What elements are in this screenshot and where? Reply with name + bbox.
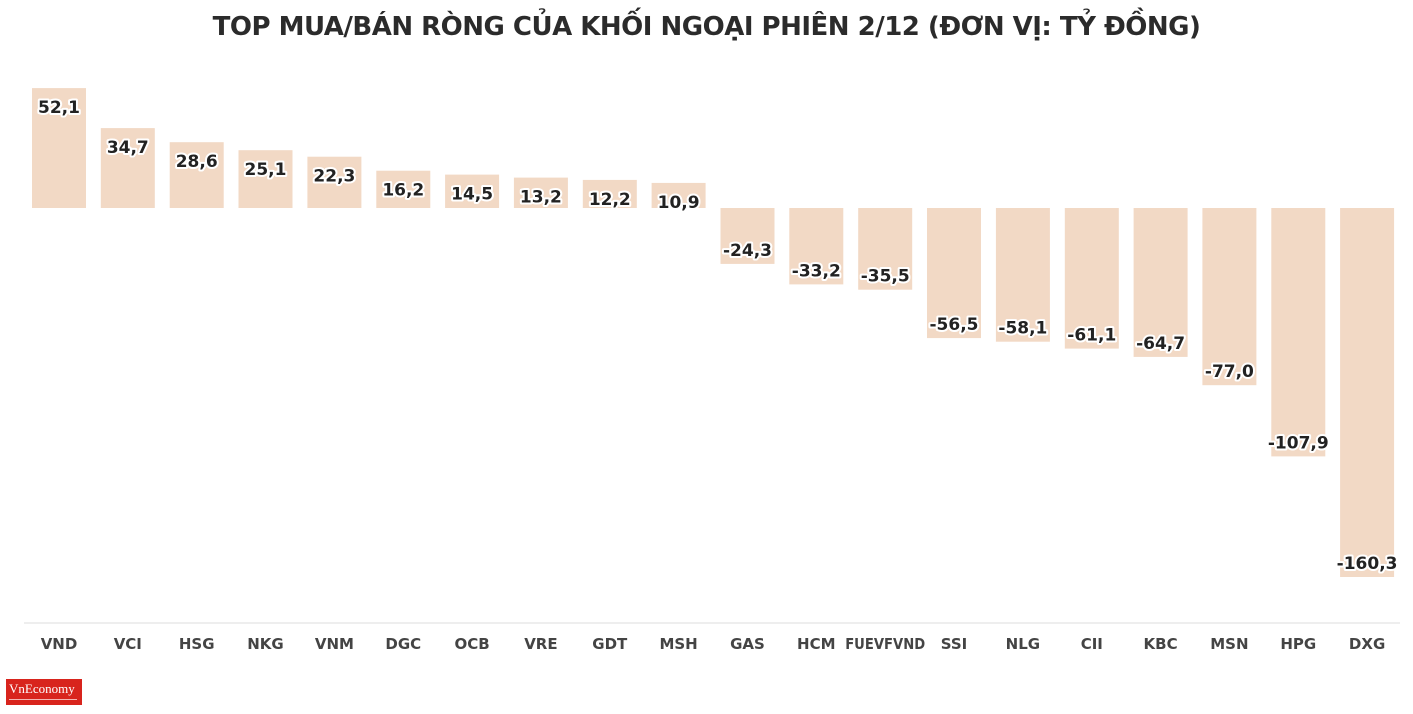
bar-nlg [995,208,1050,342]
category-label-cii: CII [1081,635,1103,653]
category-label-ocb: OCB [454,635,489,653]
bar-vnd [32,88,86,208]
value-label-dxg: -160,3 [1337,554,1398,574]
category-label-vnd: VND [41,635,78,653]
bar-hsg [169,142,224,208]
value-label-kbc: -64,7 [1136,334,1185,354]
category-label-ssi: SSI [941,635,968,653]
bar-vci [100,128,155,208]
category-label-hcm: HCM [797,635,836,653]
category-label-nlg: NLG [1006,635,1040,653]
category-labels-group: VND VCI HSG NKG VNM DGC OCB VRE GDT MSH GAS HCM FUEV… [41,635,1386,653]
value-label-vre: 13,2 [520,188,562,208]
category-label-gas: GAS [730,635,765,653]
category-label-kbc: KBC [1144,635,1178,653]
category-label-vre: VRE [524,635,557,653]
value-label-nlg: -58,1 [998,319,1047,339]
bar-ssi [927,208,981,339]
category-label-hpg: HPG [1280,635,1316,653]
value-label-cii: -61,1 [1067,326,1116,346]
category-label-fuevfvnd: FUEVFVND [845,635,925,653]
value-label-msn: -77,0 [1205,362,1254,382]
logo-underline [9,699,77,700]
category-label-gdt: GDT [592,635,628,653]
bars-group [32,88,1395,577]
value-label-ssi: -56,5 [930,315,979,335]
value-label-fuevfvnd: -35,5 [861,267,910,287]
value-label-vci: 34,7 [107,138,149,158]
value-label-msh: 10,9 [658,193,700,213]
category-label-nkg: NKG [247,635,284,653]
value-label-ocb: 14,5 [451,185,493,205]
value-label-vnd: 52,1 [38,98,80,118]
bar-fuevfvnd [858,208,913,290]
category-label-vnm: VNM [315,635,354,653]
vneconomy-logo: VnEconomy [6,679,82,705]
value-label-gas: -24,3 [723,241,772,261]
bar-kbc [1133,208,1188,357]
bar-gas [720,208,775,264]
value-label-hcm: -33,2 [792,261,841,281]
category-label-msh: MSH [659,635,697,653]
value-label-hsg: 28,6 [176,152,218,172]
bar-hpg [1271,208,1326,457]
category-label-dgc: DGC [385,635,421,653]
value-label-gdt: 12,2 [589,190,631,210]
value-label-vnm: 22,3 [313,167,355,187]
value-label-hpg: -107,9 [1268,433,1329,453]
bar-gdt [582,179,637,208]
bar-msn [1202,208,1257,386]
category-label-vci: VCI [114,635,142,653]
bar-cii [1064,208,1119,349]
bar-hcm [789,208,844,285]
bar-msh [651,182,706,208]
category-label-dxg: DXG [1349,635,1385,653]
value-labels-group: 52,1 34,7 28,6 25,1 22,3 16,2 14,5 13,2 12,2 10,9… [36,96,1399,576]
bar-vnm [307,156,362,208]
value-label-dgc: 16,2 [382,181,424,201]
bar-vre [513,177,568,208]
bar-dxg [1340,208,1395,577]
category-label-hsg: HSG [179,635,215,653]
logo-text: VnEconomy [9,681,75,696]
bar-nkg [238,150,293,208]
chart-title: TOP MUA/BÁN RÒNG CỦA KHỐI NGOẠI PHIÊN 2/… [212,12,1201,42]
bar-ocb [445,174,500,208]
category-label-msn: MSN [1210,635,1248,653]
value-label-nkg: 25,1 [245,160,287,180]
bar-dgc [376,170,431,208]
